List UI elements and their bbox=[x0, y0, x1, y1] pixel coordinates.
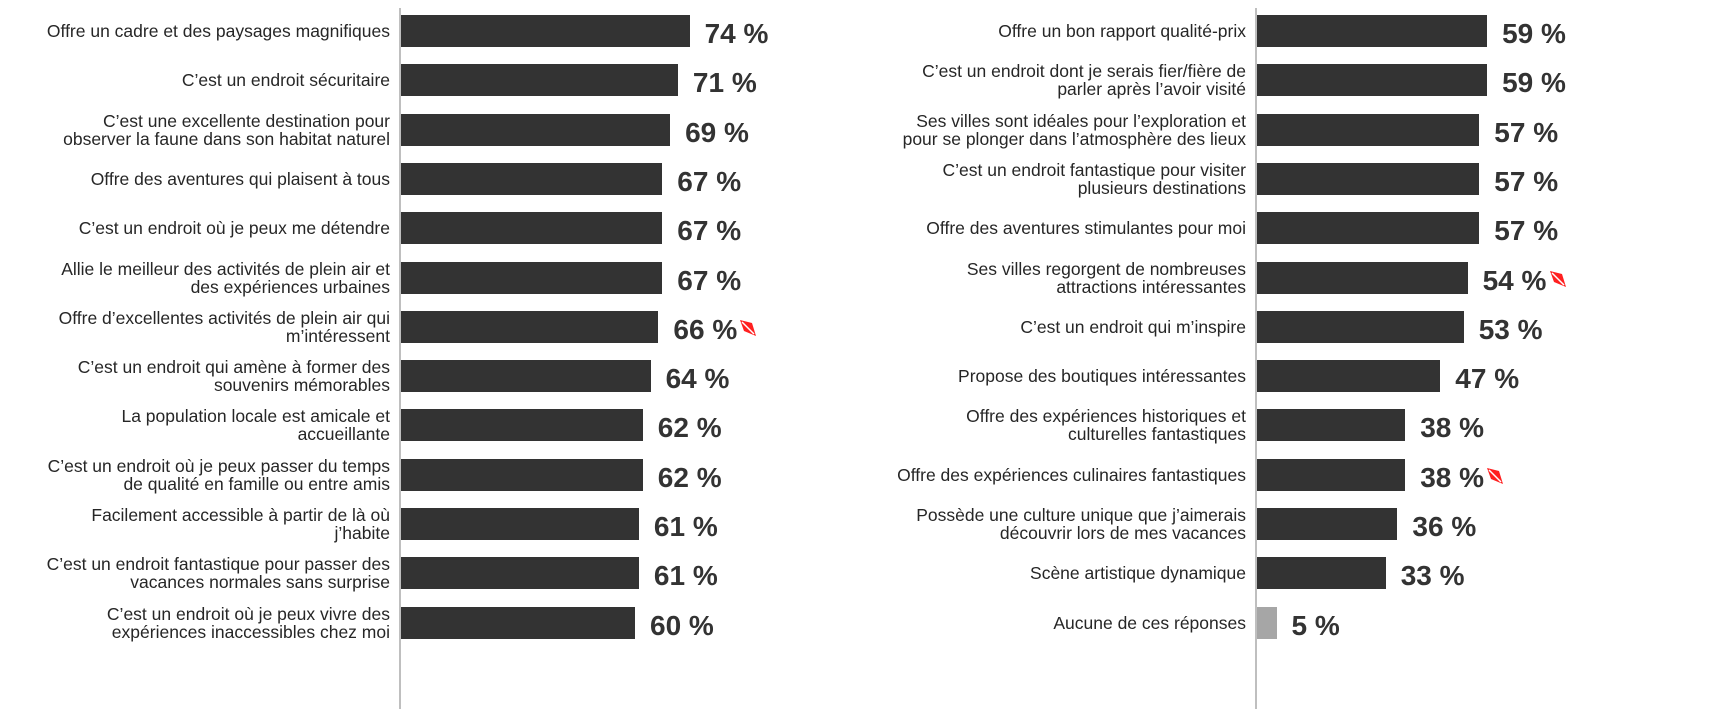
value-label: 57 % bbox=[1494, 215, 1559, 247]
bar bbox=[401, 458, 643, 491]
category-label: Offre d’excellentes activités de plein a… bbox=[58, 307, 390, 346]
category-label: C’est un endroit qui m’inspire bbox=[1020, 316, 1246, 337]
decline-marker bbox=[1548, 268, 1570, 295]
category-label: C’est un endroit fantastique pour visite… bbox=[942, 159, 1247, 198]
bar bbox=[401, 212, 663, 245]
bar bbox=[1257, 508, 1398, 540]
bar bbox=[401, 15, 690, 47]
value-label: 38 % bbox=[1420, 461, 1485, 493]
category-label: Possède une culture unique que j’aimerai… bbox=[916, 505, 1246, 543]
value-label: 67 % bbox=[677, 215, 742, 247]
bar bbox=[401, 64, 678, 97]
category-label: C’est un endroit fantastique pour passer… bbox=[46, 554, 390, 593]
value-label: 71 % bbox=[692, 67, 757, 99]
value-label: 60 % bbox=[650, 609, 714, 641]
value-label: 66 % bbox=[673, 313, 738, 345]
category-label: C’est une excellente destination pour ob… bbox=[63, 110, 390, 149]
bar bbox=[401, 113, 671, 146]
bar bbox=[1257, 212, 1480, 245]
category-label: Offre des aventures qui plaisent à tous bbox=[90, 168, 390, 189]
bar bbox=[401, 508, 639, 540]
bar bbox=[401, 360, 651, 393]
value-label: 5 % bbox=[1291, 609, 1340, 641]
value-label: 67 % bbox=[677, 165, 742, 197]
bar bbox=[401, 162, 663, 195]
bar bbox=[401, 261, 663, 294]
category-label: Aucune de ces réponses bbox=[1053, 612, 1246, 633]
value-label: 64 % bbox=[665, 363, 730, 395]
bar bbox=[1257, 64, 1488, 97]
category-label: La population locale est amicale et accu… bbox=[121, 406, 390, 445]
bar bbox=[1257, 310, 1464, 343]
category-label: Ses villes sont idéales pour l’explorati… bbox=[902, 110, 1246, 149]
value-label: 38 % bbox=[1420, 412, 1485, 444]
bar bbox=[1257, 557, 1386, 590]
category-label: Ses villes regorgent de nombreuses attra… bbox=[966, 258, 1246, 297]
value-label: 74 % bbox=[704, 18, 769, 49]
value-label: 53 % bbox=[1478, 313, 1543, 345]
bar bbox=[1257, 458, 1406, 491]
axis-line bbox=[1255, 8, 1257, 709]
value-label: 62 % bbox=[657, 461, 722, 493]
category-label: C’est un endroit sécuritaire bbox=[181, 70, 390, 91]
value-label: 61 % bbox=[653, 560, 718, 592]
category-label: Facilement accessible à partir de là où … bbox=[91, 505, 390, 543]
category-label: Offre un cadre et des paysages magnifiqu… bbox=[46, 21, 390, 41]
decline-marker bbox=[1485, 465, 1507, 492]
bar bbox=[1257, 113, 1480, 146]
value-label: 67 % bbox=[677, 264, 742, 296]
bar bbox=[1257, 15, 1488, 47]
value-label: 57 % bbox=[1494, 165, 1559, 197]
axis-line bbox=[399, 8, 401, 709]
value-label: 33 % bbox=[1400, 560, 1465, 592]
category-label: C’est un endroit qui amène à former des … bbox=[77, 357, 390, 396]
value-label: 47 % bbox=[1455, 363, 1520, 395]
value-label: 59 % bbox=[1502, 18, 1566, 49]
value-label: 61 % bbox=[653, 511, 718, 542]
bar bbox=[1257, 360, 1441, 393]
category-label: C’est un endroit où je peux me détendre bbox=[78, 218, 390, 239]
category-label: C’est un endroit où je peux vivre des ex… bbox=[106, 603, 390, 642]
value-label: 57 % bbox=[1494, 116, 1559, 148]
category-label: Offre des expériences historiques et cul… bbox=[966, 406, 1246, 445]
category-label: Scène artistique dynamique bbox=[1030, 563, 1246, 584]
category-label: Offre des expériences culinaires fantast… bbox=[897, 464, 1246, 485]
value-label: 62 % bbox=[657, 412, 722, 444]
category-label: Offre des aventures stimulantes pour moi bbox=[926, 218, 1246, 239]
bar bbox=[1257, 606, 1277, 639]
category-label: Propose des boutiques intéressantes bbox=[958, 366, 1246, 387]
category-label: Offre un bon rapport qualité-prix bbox=[998, 21, 1246, 41]
decline-marker bbox=[738, 317, 760, 344]
category-label: C’est un endroit où je peux passer du te… bbox=[47, 455, 390, 494]
bar bbox=[1257, 261, 1468, 294]
category-label: C’est un endroit dont je serais fier/fiè… bbox=[922, 61, 1246, 100]
bar bbox=[401, 310, 659, 343]
category-label: Allie le meilleur des activités de plein… bbox=[61, 258, 390, 297]
value-label: 36 % bbox=[1412, 511, 1477, 542]
bar bbox=[1257, 409, 1406, 442]
value-label: 54 % bbox=[1482, 264, 1547, 296]
bar bbox=[401, 409, 643, 442]
bar bbox=[401, 557, 639, 590]
value-label: 59 % bbox=[1502, 67, 1566, 99]
value-label: 69 % bbox=[685, 116, 749, 148]
bar bbox=[1257, 162, 1480, 195]
bar bbox=[401, 606, 635, 639]
